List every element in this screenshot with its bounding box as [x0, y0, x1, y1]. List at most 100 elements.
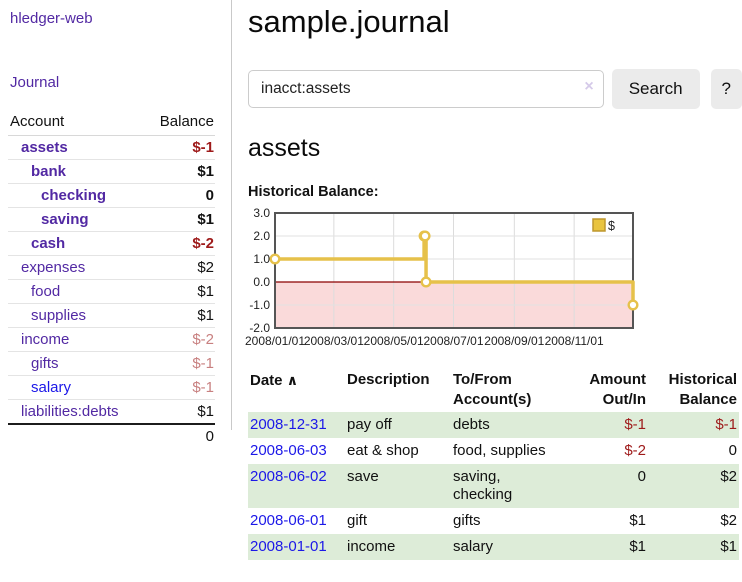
account-row: supplies $1: [8, 304, 215, 328]
main-content: sample.journal × Search ? assets Histori…: [248, 0, 742, 560]
register-header-date[interactable]: Date ∧: [248, 368, 345, 412]
chart-data-point: [271, 254, 280, 263]
account-name-cell: food: [8, 280, 144, 304]
account-link[interactable]: saving: [41, 211, 89, 228]
account-name-cell: expenses: [8, 256, 144, 280]
account-row: liabilities:debts $1: [8, 400, 215, 425]
app-title-link[interactable]: hledger-web: [10, 10, 231, 27]
account-row: saving$1: [8, 208, 215, 232]
nav-journal-link[interactable]: Journal: [10, 74, 231, 91]
register-date-link[interactable]: 2008-12-31: [250, 416, 327, 433]
account-name-cell: saving: [8, 208, 144, 232]
legend-label: $: [608, 219, 615, 233]
register-balance-cell: $2: [648, 508, 739, 534]
register-header-amount: Amount Out/In: [572, 368, 648, 412]
accounts-table: Account Balance assets$-1bank$1checking0…: [8, 111, 215, 448]
register-row: 2008-06-01 giftgifts$1$2: [248, 508, 739, 534]
register-row: 2008-01-01incomesalary$1$1: [248, 534, 739, 560]
chart-data-point: [422, 277, 431, 286]
account-link[interactable]: food: [31, 283, 60, 300]
register-accounts-cell: gifts: [451, 508, 572, 534]
x-axis-tick-label: 2008/09/01: [484, 334, 544, 348]
x-axis-tick-label: 2008/11/01: [545, 334, 604, 348]
account-name-cell: cash: [8, 232, 144, 256]
account-link[interactable]: assets: [21, 139, 68, 156]
y-axis-tick-label: 0.0: [253, 275, 270, 289]
register-header-accounts: To/From Account(s): [451, 368, 572, 412]
account-link[interactable]: gifts: [31, 355, 59, 372]
register-balance-cell: 0: [648, 438, 739, 464]
accounts-total-row: 0: [8, 424, 215, 448]
accounts-header-balance: Balance: [144, 111, 215, 136]
accounts-total-spacer: [8, 424, 144, 448]
account-name-cell: income: [8, 328, 144, 352]
x-axis-tick-label: 2008/05/01: [364, 334, 424, 348]
register-date-cell: 2008-06-03: [248, 438, 345, 464]
register-accounts-cell: salary: [451, 534, 572, 560]
register-description-cell: eat & shop: [345, 438, 451, 464]
account-link[interactable]: income: [21, 331, 69, 348]
historical-balance-chart: $3.02.01.00.0-1.0-2.02008/01/012008/03/0…: [248, 206, 642, 352]
chart-data-point: [629, 300, 638, 309]
register-balance-cell: $2: [648, 464, 739, 508]
register-date-link[interactable]: 2008-06-02: [250, 468, 327, 485]
account-name-cell: supplies: [8, 304, 144, 328]
account-link[interactable]: expenses: [21, 259, 85, 276]
account-name-cell: liabilities:debts: [8, 400, 144, 425]
register-amount-cell: $1: [572, 534, 648, 560]
x-axis-tick-label: 2008/07/01: [423, 334, 483, 348]
search-input[interactable]: [248, 70, 604, 108]
search-input-wrap: ×: [248, 70, 604, 108]
register-date-link[interactable]: 2008-06-03: [250, 442, 327, 459]
register-date-cell: 2008-12-31: [248, 412, 345, 438]
x-axis-tick-label: 2008/03/01: [304, 334, 364, 348]
register-header-balance: Historical Balance: [648, 368, 739, 412]
account-balance-cell: $-1: [144, 352, 215, 376]
search-button[interactable]: Search: [612, 69, 700, 109]
register-amount-cell: $1: [572, 508, 648, 534]
account-name-cell: salary: [8, 376, 144, 400]
account-balance-cell: $1: [144, 400, 215, 425]
register-row: 2008-12-31pay offdebts$-1$-1: [248, 412, 739, 438]
account-row: gifts $-1: [8, 352, 215, 376]
clear-search-icon[interactable]: ×: [584, 79, 593, 95]
account-row: salary$-1: [8, 376, 215, 400]
account-link[interactable]: supplies: [31, 307, 86, 324]
register-amount-cell: $-2: [572, 438, 648, 464]
register-date-cell: 2008-01-01: [248, 534, 345, 560]
register-date-link[interactable]: 2008-01-01: [250, 538, 327, 555]
account-balance-cell: $-2: [144, 328, 215, 352]
y-axis-tick-label: -2.0: [249, 321, 270, 335]
account-name-cell: checking: [8, 184, 144, 208]
account-link[interactable]: salary: [31, 379, 71, 396]
account-row: assets $-1: [8, 136, 215, 160]
page-title: sample.journal: [248, 4, 742, 40]
y-axis-tick-label: 1.0: [253, 252, 270, 266]
account-link[interactable]: liabilities:debts: [21, 403, 119, 420]
register-amount-cell: $-1: [572, 412, 648, 438]
register-description-cell: income: [345, 534, 451, 560]
sidebar: hledger-web Journal Account Balance asse…: [0, 0, 232, 430]
account-name-cell: bank: [8, 160, 144, 184]
register-accounts-cell: food, supplies: [451, 438, 572, 464]
register-description-cell: gift: [345, 508, 451, 534]
account-row: expenses $2: [8, 256, 215, 280]
register-date-cell: 2008-06-02: [248, 464, 345, 508]
account-balance-cell: $-1: [144, 136, 215, 160]
account-row: cash$-2: [8, 232, 215, 256]
account-link[interactable]: checking: [41, 187, 106, 204]
account-name-cell: assets: [8, 136, 144, 160]
account-link[interactable]: cash: [31, 235, 65, 252]
help-button[interactable]: ?: [711, 69, 742, 109]
account-balance-cell: $2: [144, 256, 215, 280]
account-balance-cell: $1: [144, 304, 215, 328]
register-header-row: Date ∧ Description To/From Account(s) Am…: [248, 368, 739, 412]
register-date-link[interactable]: 2008-06-01: [250, 512, 327, 529]
sort-ascending-icon: ∧: [287, 372, 298, 388]
y-axis-tick-label: 2.0: [253, 229, 270, 243]
account-row: food$1: [8, 280, 215, 304]
register-balance-cell: $1: [648, 534, 739, 560]
chart-data-point: [421, 231, 430, 240]
account-row: checking0: [8, 184, 215, 208]
account-link[interactable]: bank: [31, 163, 66, 180]
